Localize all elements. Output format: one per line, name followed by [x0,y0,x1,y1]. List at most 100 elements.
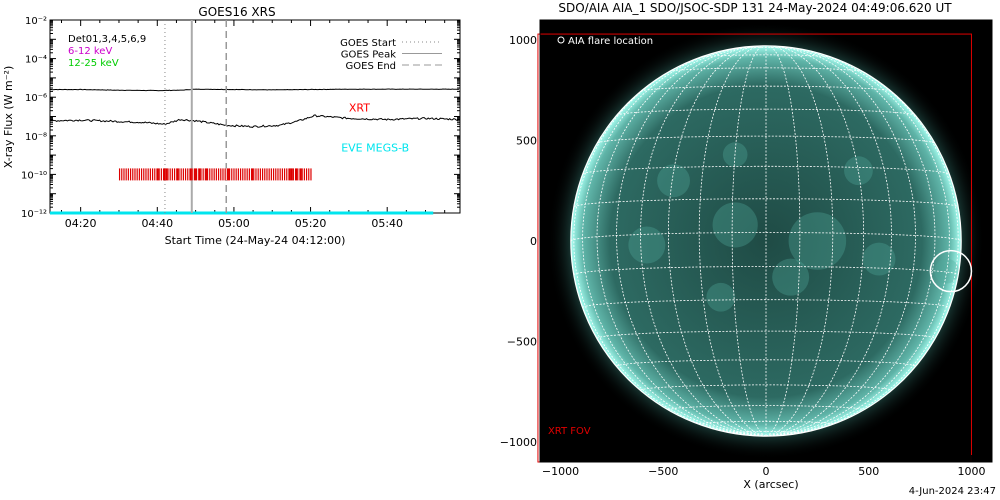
active-region-glow [706,282,736,312]
longitude-gridline [731,45,767,437]
xrt-obs-mark [220,168,222,181]
goes-x-tick-label: 05:20 [295,217,327,230]
xrt-obs-mark [305,168,308,181]
detector-label: Det01,3,4,5,6,9 [68,34,146,45]
goes-y-tick-label: 10⁻¹⁰ [21,170,47,181]
xrt-obs-mark [301,168,303,181]
longitude-gridline [765,46,936,437]
xrt-obs-mark [118,168,121,181]
xrt-obs-mark [310,168,312,181]
xrt-obs-mark [294,168,298,181]
aia-x-tick-label: 1000 [957,465,985,478]
goes-y-tick-label: 10⁻⁸ [25,132,47,143]
xrt-obs-mark [235,168,237,181]
active-region-glow [712,202,758,248]
goes-y-axis-label: X-ray Flux (W m⁻²) [2,66,15,168]
xrt-fov-label: XRT FOV [548,426,591,437]
xrt-obs-mark [143,168,145,181]
goes-annotations: XRT EVE MEGS-B [341,101,409,154]
xrt-obs-mark [140,168,143,181]
goes-y-axis: 10⁻¹² 10⁻¹⁰ 10⁻⁸ 10⁻⁶ 10⁻⁴ 10⁻² [21,16,460,220]
latitude-gridline [668,405,864,411]
goes-x-tick-label: 05:00 [218,217,250,230]
xrt-obs-mark [191,168,193,181]
solar-limb-outline [570,45,962,437]
xrt-obs-mark [162,168,166,181]
longitude-gridline [616,46,767,437]
xrt-obs-mark [303,168,305,181]
xrt-obs-mark [134,168,136,181]
goes-annotation: XRT [349,101,370,114]
xrt-obs-mark [257,168,259,181]
longitude-gridline [765,47,950,437]
xrt-obs-mark [275,168,277,181]
xrt-obs-mark [215,168,217,181]
flare-legend-marker-icon [557,36,565,44]
longitude-gridline [640,46,767,437]
xrt-obs-mark [261,168,264,181]
xrt-obs-mark [211,168,213,181]
goes-y-tick-label: 10⁻⁶ [25,93,47,104]
xrt-obs-mark [233,168,235,181]
aia-plot-title: SDO/AIA AIA_1 SDO/JSOC-SDP 131 24-May-20… [558,1,952,15]
latitude-gridline [640,384,892,391]
xrt-obs-mark [121,168,123,181]
xrt-obs-mark [136,168,138,181]
latitude-gridline [573,198,959,208]
xrt-obs-mark [173,168,176,181]
xrt-obs-mark [259,168,261,181]
goes-y-tick-label: 10⁻¹² [21,209,47,220]
xrt-obs-mark [297,168,299,181]
xrt-obs-mark [127,168,129,181]
latitude-gridline [700,54,832,58]
xrt-obs-mark [281,168,283,181]
xrt-obs-mark [193,168,196,181]
footer-timestamp: 4-Jun-2024 23:47 [908,486,996,497]
goes-y-tick-label: 10⁻⁴ [25,55,47,66]
goes-event-lines [164,20,228,213]
longitude-gridline [596,46,767,437]
goes-x-tick-label: 05:40 [371,217,403,230]
aia-y-tick-label: 0 [530,235,537,248]
goes-legend-label: GOES Peak [341,50,396,61]
xrt-obs-mark [286,168,288,181]
xrt-obs-mark [154,168,156,181]
xrt-obs-mark [248,168,250,181]
latitude-gridline [616,108,916,116]
xrt-obs-mark [165,168,168,181]
xrt-obs-mark [180,168,182,181]
xrt-obs-mark [239,168,242,181]
xrt-obs-mark [132,168,134,181]
longitude-gridline [573,51,767,437]
xrt-obs-mark [228,168,231,181]
flare-legend-text: AIA flare location [568,36,653,47]
xrt-obs-mark [253,168,255,181]
aia-y-tick-label: −1000 [500,436,537,449]
aia-axes: −1000 −500 0 500 1000 −1000 −500 0 500 1000 [500,20,992,478]
active-region-glow [844,156,873,186]
aia-x-tick-label: 500 [858,465,879,478]
xrt-obs-mark [224,168,226,181]
xrt-obs-mark [266,168,268,181]
goes-y-tick-label: 10⁻² [25,16,47,27]
xrt-obs-mark [268,168,270,181]
aia-x-tick-label: 0 [763,465,770,478]
xrt-obs-mark [213,168,215,181]
xrt-obs-mark [145,168,147,181]
xrt-obs-mark [195,168,198,181]
goes-annotation: EVE MEGS-B [341,141,409,154]
xrt-obs-mark [226,168,229,181]
xrt-obs-mark [217,168,220,181]
solar-disk [570,45,962,437]
xrt-obs-mark [279,168,281,181]
goes-legend-label: GOES End [346,61,396,72]
xrt-obs-mark [222,168,224,181]
xrt-obs-mark [308,168,310,181]
latitude-gridline [733,47,799,49]
active-regions [628,142,960,312]
active-region-glow [628,226,666,264]
xrt-obs-mark [237,168,239,181]
aia-x-tick-label: −1000 [542,465,579,478]
longitude-gridline [667,45,767,437]
